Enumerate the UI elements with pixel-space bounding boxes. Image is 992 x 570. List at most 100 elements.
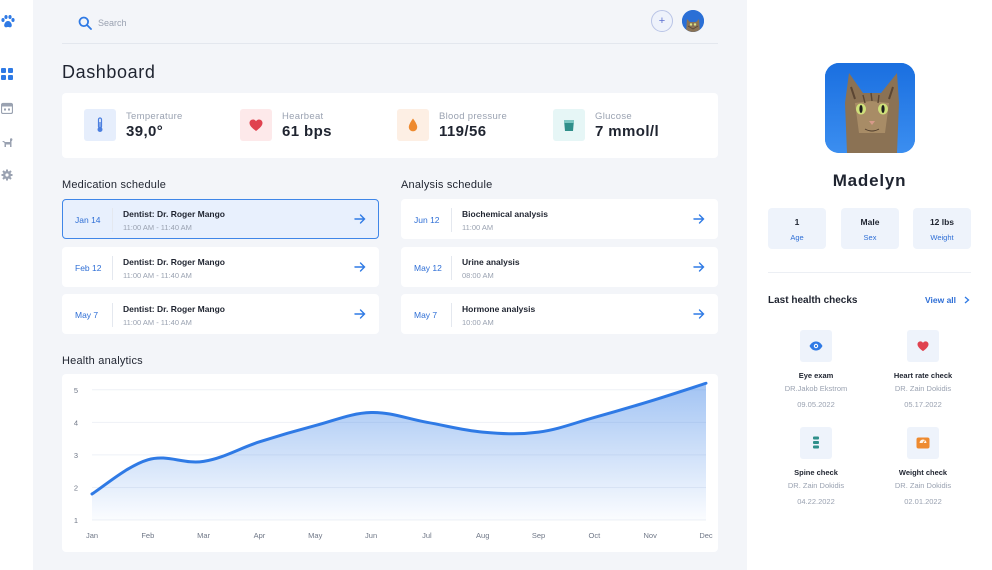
avatar[interactable] [682,10,704,32]
x-tick-label: Dec [699,531,713,540]
vital-value: 119/56 [439,123,487,140]
schedule-date: Jun 12 [414,215,440,225]
paw-icon[interactable] [0,14,16,30]
x-tick-label: Mar [197,531,210,540]
x-tick-label: Apr [254,531,266,540]
medication-item[interactable]: Feb 12 Dentist: Dr. Roger Mango 11:00 AM… [62,247,379,287]
vital-label: Temperature [126,111,183,122]
health-check-heart-rate[interactable]: Heart rate check DR. Zain Dokidis 05.17.… [883,330,963,420]
arrow-right-icon[interactable] [693,261,705,273]
schedule-date: May 12 [414,263,442,273]
series-area [92,383,706,520]
schedule-time: 11:00 AM - 11:40 AM [123,271,192,280]
analysis-item[interactable]: Jun 12 Biochemical analysis 11:00 AM [401,199,718,239]
schedule-time: 11:00 AM - 11:40 AM [123,318,192,327]
x-tick-label: Sep [532,531,545,540]
health-analytics-chart: 1 2 3 4 5 Jan Feb Mar Apr May Jun Jul Aug Sep Oct Nov De… [74,381,713,540]
arrow-right-icon[interactable] [354,213,366,225]
page-title: Dashboard [62,62,156,82]
schedule-title: Hormone analysis [462,304,536,314]
vital-label: Hearbeat [282,111,324,122]
cup-icon [553,109,585,141]
x-tick-label: Jan [86,531,98,540]
schedule-time: 11:00 AM - 11:40 AM [123,223,192,232]
vital-label: Blood pressure [439,111,508,122]
search-input[interactable] [98,13,398,33]
view-all-label: View all [925,295,957,305]
vital-value: 7 mmol/l [595,123,660,140]
left-nav-rail [0,0,16,570]
check-doctor: DR. Zain Dokidis [787,481,845,490]
check-date: 04.22.2022 [797,497,835,506]
pet-stat-age: 1 Age [768,208,826,249]
divider [768,272,971,273]
check-date: 09.05.2022 [797,400,835,409]
vitals-card: Temperature 39,0° Hearbeat 61 bps Blood … [62,93,718,158]
main-content: + Dashboard Temperature 39,0° [33,0,747,570]
stat-label: Weight [930,233,954,242]
add-button[interactable]: + [651,10,673,32]
last-health-checks-title: Last health checks [768,295,858,306]
x-tick-label: Oct [589,531,602,540]
check-name: Heart rate check [893,371,953,380]
dashboard-icon[interactable] [0,67,13,80]
series-line [90,381,708,496]
schedule-date: May 7 [414,310,438,320]
x-tick-label: Jul [422,531,432,540]
check-name: Eye exam [798,371,834,380]
stat-value: Male [860,217,880,227]
vital-label: Glucose [595,111,632,122]
pet-profile-panel: Madelyn 1 Age Male Sex 12 lbs Weight Las… [747,0,992,570]
check-doctor: DR.Jakob Ekstrom [784,384,848,393]
schedule-date: Feb 12 [75,263,102,273]
stat-label: Age [790,233,804,242]
view-all-link[interactable]: View all [925,295,970,305]
y-tick-label: 3 [74,451,78,460]
pet-name: Madelyn [832,171,907,190]
pet-stat-weight: 12 lbs Weight [913,208,971,249]
dog-icon[interactable] [0,135,13,148]
arrow-right-icon[interactable] [693,213,705,225]
medication-item[interactable]: May 7 Dentist: Dr. Roger Mango 11:00 AM … [62,294,379,334]
health-check-spine[interactable]: Spine check DR. Zain Dokidis 04.22.2022 [776,427,856,517]
spine-icon [800,427,832,459]
arrow-right-icon[interactable] [693,308,705,320]
check-name: Weight check [898,468,948,477]
check-name: Spine check [794,468,838,477]
search-icon [78,16,92,30]
gear-icon[interactable] [0,168,13,181]
y-tick-label: 4 [74,418,78,427]
check-date: 05.17.2022 [904,400,942,409]
health-check-eye-exam[interactable]: Eye exam DR.Jakob Ekstrom 09.05.2022 [776,330,856,420]
pet-photo [825,63,915,153]
vital-value: 61 bps [282,123,332,140]
divider [451,303,452,327]
stat-value: 1 [794,217,800,227]
scale-icon [907,427,939,459]
stat-value: 12 lbs [929,217,955,227]
health-check-weight[interactable]: Weight check DR. Zain Dokidis 02.01.2022 [883,427,963,517]
chevron-right-icon [964,296,970,303]
x-tick-label: May [308,531,322,540]
divider [451,256,452,280]
schedule-date: Jan 14 [75,215,101,225]
calendar-icon[interactable] [0,101,13,114]
drop-icon [397,109,429,141]
schedule-title: Urine analysis [462,257,520,267]
vital-value: 39,0° [126,123,164,140]
analysis-item[interactable]: May 7 Hormone analysis 10:00 AM [401,294,718,334]
x-tick-label: Nov [644,531,658,540]
eye-icon [800,330,832,362]
top-bar: + [62,0,718,44]
analysis-item[interactable]: May 12 Urine analysis 08:00 AM [401,247,718,287]
check-doctor: DR. Zain Dokidis [894,481,952,490]
arrow-right-icon[interactable] [354,261,366,273]
x-tick-label: Jun [365,531,377,540]
medication-item[interactable]: Jan 14 Dentist: Dr. Roger Mango 11:00 AM… [62,199,379,239]
arrow-right-icon[interactable] [354,308,366,320]
check-doctor: DR. Zain Dokidis [894,384,952,393]
medication-schedule-title: Medication schedule [62,179,167,191]
pet-stat-sex: Male Sex [841,208,899,249]
schedule-time: 10:00 AM [462,318,494,327]
stat-label: Sex [863,233,877,242]
